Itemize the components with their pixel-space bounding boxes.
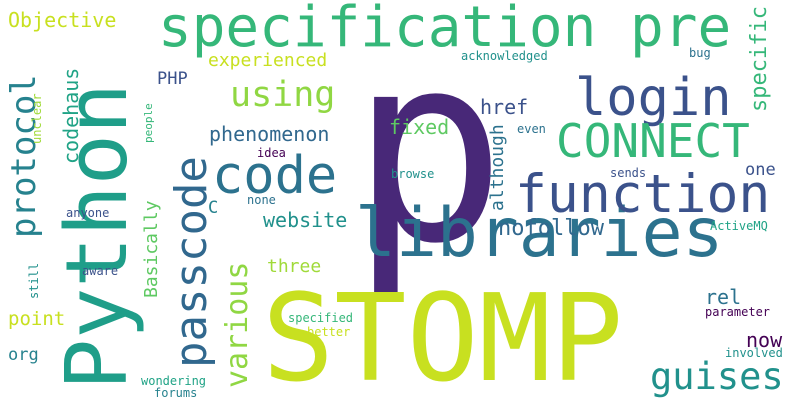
word-fixed: fixed — [389, 115, 450, 139]
word-one: one — [745, 160, 776, 180]
word-better: better — [307, 325, 351, 339]
word-specified: specified — [288, 311, 354, 325]
word-although: although — [487, 124, 508, 211]
word-anyone: anyone — [66, 206, 110, 220]
word-href: href — [480, 95, 529, 119]
word-using: using — [230, 75, 336, 115]
word-specific: specific — [747, 6, 772, 112]
word-forums: forums — [154, 386, 198, 400]
word-stomp: STOMP — [262, 270, 624, 400]
word-three: three — [267, 256, 322, 277]
word-aware: aware — [82, 264, 119, 278]
word-bug: bug — [689, 46, 711, 60]
word-guises: guises — [650, 355, 784, 398]
word-even: even — [517, 122, 546, 136]
word-wondering: wondering — [141, 374, 207, 388]
word-codehaus: codehaus — [59, 67, 83, 164]
word-basically: Basically — [141, 200, 162, 298]
word-unclear: unclear — [30, 93, 44, 144]
word-people: people — [142, 103, 155, 143]
word-passcode: passcode — [166, 156, 217, 368]
word-involved: involved — [725, 346, 783, 360]
word-none: none — [247, 193, 276, 207]
word-login: login — [575, 68, 732, 128]
word-phenomenon: phenomenon — [209, 122, 330, 146]
word-browse: browse — [391, 167, 435, 181]
word-sends: sends — [610, 166, 647, 180]
word-function: function — [515, 164, 771, 225]
word-idea: idea — [257, 146, 286, 160]
word-connect: CONNECT — [556, 114, 750, 168]
word-p: p — [350, 0, 507, 301]
word-libraries: libraries — [355, 194, 724, 273]
word-php: PHP — [157, 69, 188, 89]
word-specification-pre: specification pre — [158, 0, 732, 60]
word-acknowledged: acknowledged — [461, 49, 548, 63]
word-various: various — [220, 261, 255, 388]
word-code: code — [212, 146, 338, 206]
word-rel: rel — [705, 285, 742, 309]
word-c: C — [208, 198, 219, 218]
word-parameter: parameter — [705, 305, 771, 319]
word-objective: Objective — [8, 8, 117, 32]
word-website: website — [263, 208, 348, 232]
word-activemq: ActiveMQ — [710, 219, 768, 233]
word-org: org — [8, 345, 39, 365]
word-experienced: experienced — [208, 50, 328, 71]
word-point: point — [8, 308, 66, 330]
word-now: now — [746, 328, 783, 352]
word-nofollow: nofollow — [498, 216, 604, 241]
word-still: still — [27, 262, 41, 299]
